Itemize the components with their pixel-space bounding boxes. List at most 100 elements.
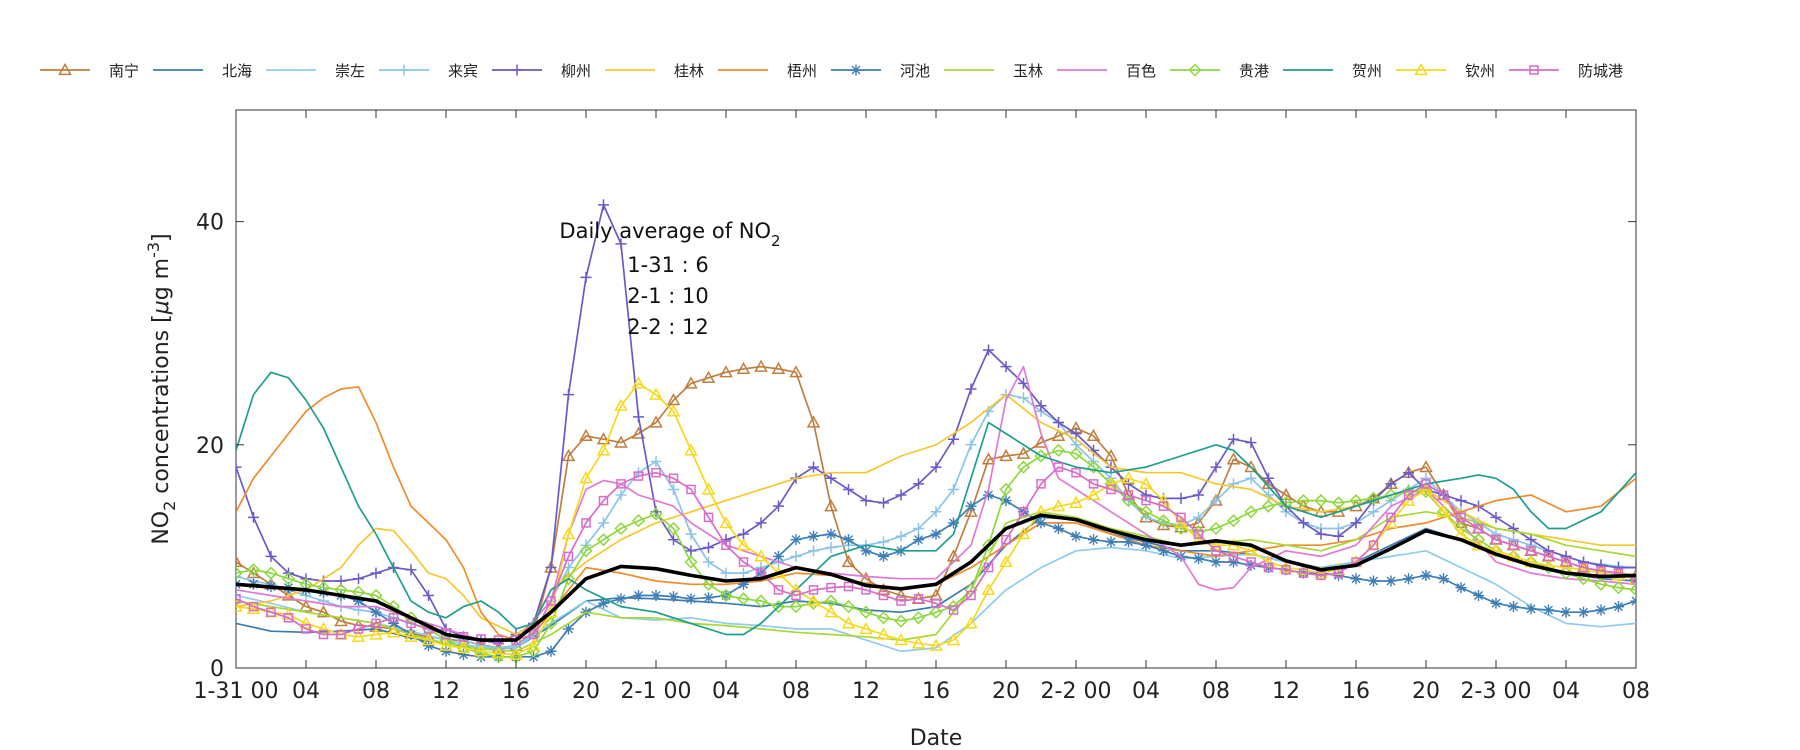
data-point [579, 471, 593, 484]
data-point [1051, 499, 1066, 512]
annotation-line-2: 2-1 : 10 [627, 284, 708, 308]
data-point [596, 533, 611, 547]
data-point [236, 554, 243, 568]
y-tick-label: 20 [196, 434, 224, 459]
data-point [1158, 545, 1169, 557]
data-point [859, 571, 873, 584]
data-point [1333, 530, 1344, 542]
data-point [301, 624, 311, 634]
data-point [1490, 597, 1502, 609]
series-8 [236, 510, 1636, 653]
data-point [248, 511, 259, 523]
data-point [1560, 606, 1572, 618]
series-10 [236, 443, 1636, 664]
data-point [423, 640, 434, 652]
data-point [1139, 505, 1153, 519]
data-point [1436, 504, 1451, 517]
data-point [1525, 603, 1537, 615]
data-point [1438, 490, 1449, 500]
data-point [791, 590, 801, 601]
data-point [614, 398, 628, 411]
x-tick-label: 08 [782, 679, 810, 704]
data-point [736, 592, 751, 606]
data-point [1245, 437, 1257, 449]
data-point [1104, 476, 1118, 490]
data-point [1401, 493, 1416, 506]
data-point [581, 518, 591, 528]
data-point [666, 521, 681, 536]
legend-item: 梧州 [718, 62, 817, 80]
data-point [808, 461, 819, 473]
data-point [440, 645, 452, 657]
data-point [668, 591, 679, 603]
data-point [318, 629, 329, 640]
data-point [281, 572, 296, 586]
data-point [1315, 528, 1327, 540]
data-point [1526, 546, 1536, 556]
data-point [1228, 556, 1239, 568]
series-line-2 [236, 546, 1636, 653]
data-point [1070, 530, 1082, 542]
data-point [948, 433, 959, 445]
data-point [474, 644, 488, 657]
data-point [1543, 604, 1554, 616]
annotation: Daily average of NO2 1-31 : 6 2-1 : 10 2… [559, 219, 780, 339]
data-point [719, 365, 733, 378]
data-point [808, 585, 819, 595]
data-point [1141, 495, 1151, 506]
data-point [965, 439, 977, 451]
data-point [615, 238, 627, 250]
data-point [983, 489, 994, 501]
legend-label: 崇左 [335, 62, 365, 80]
legend-item: 来宾 [379, 62, 478, 80]
data-point [1035, 400, 1047, 412]
data-point [703, 512, 714, 523]
data-point [456, 640, 471, 654]
data-point [701, 577, 716, 591]
legend-marker [511, 64, 523, 76]
data-point [614, 435, 628, 448]
data-point [1211, 546, 1221, 556]
data-point [738, 528, 749, 540]
x-tick-label: 12 [432, 679, 460, 704]
data-point [1018, 507, 1029, 517]
data-point [754, 549, 768, 562]
legend-marker [1188, 63, 1202, 77]
data-point [1385, 575, 1397, 587]
data-point [894, 614, 908, 628]
legend-item: 贵港 [1170, 62, 1269, 80]
data-point [236, 599, 243, 612]
data-point [1508, 523, 1519, 534]
data-point [721, 540, 731, 550]
data-point [789, 365, 803, 378]
data-point [561, 448, 576, 462]
data-point [1070, 428, 1082, 440]
series-group [236, 199, 1636, 664]
x-tick-label: 08 [362, 679, 390, 704]
data-point [1051, 428, 1066, 442]
data-point [895, 489, 907, 501]
data-point [1104, 448, 1118, 462]
data-point [1105, 536, 1117, 548]
data-point [825, 528, 837, 540]
data-point [666, 404, 681, 417]
data-point [1281, 565, 1291, 575]
x-tick-label: 20 [572, 679, 600, 704]
data-point [1420, 569, 1432, 581]
annotation-line-3: 2-2 : 12 [627, 315, 708, 339]
data-point [616, 479, 626, 489]
data-point [999, 448, 1013, 462]
data-point [1613, 601, 1624, 613]
data-point [1314, 566, 1328, 579]
data-point [1261, 554, 1276, 568]
data-point [386, 625, 401, 638]
data-point [1436, 505, 1451, 519]
data-point [911, 636, 926, 649]
legend-item: 河池 [831, 62, 930, 80]
data-point [650, 456, 662, 468]
data-point [1139, 476, 1153, 490]
data-point [685, 545, 697, 557]
data-point [859, 621, 873, 635]
data-point [1086, 428, 1101, 442]
legend-label: 北海 [222, 62, 252, 80]
